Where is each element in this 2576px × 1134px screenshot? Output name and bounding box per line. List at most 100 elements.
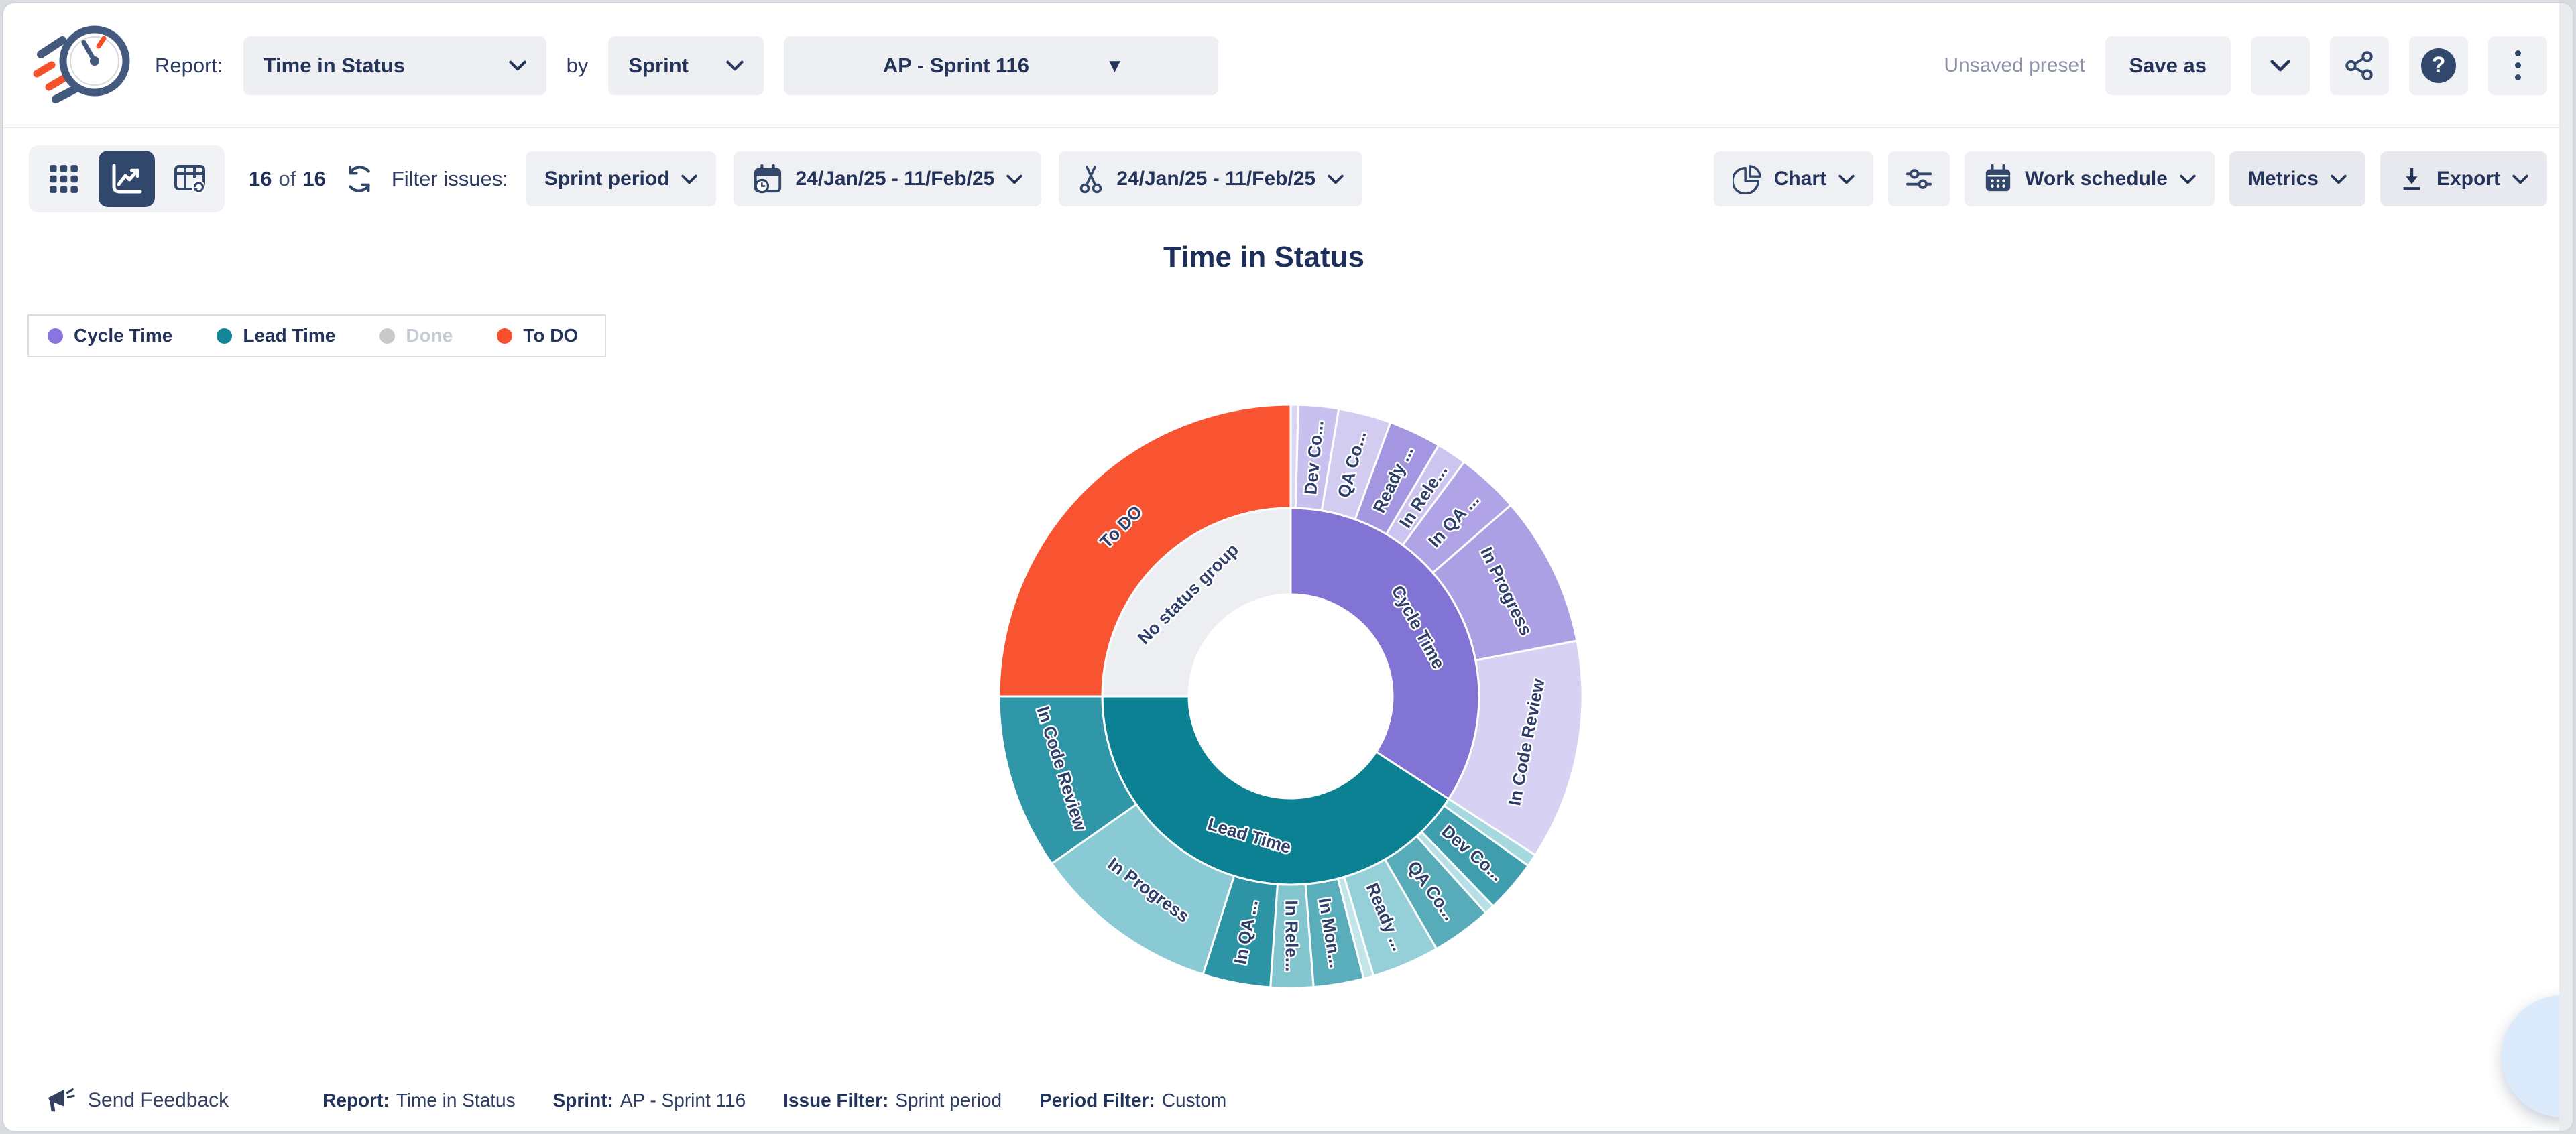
toolbar: 16 of 16 Filter issues: Sprint period [3, 128, 2573, 230]
save-as-button[interactable]: Save as [2105, 36, 2231, 95]
summary-value: AP - Sprint 116 [620, 1090, 746, 1111]
share-icon [2344, 50, 2375, 81]
legend-label: Cycle Time [74, 325, 173, 346]
more-menu-button[interactable] [2488, 36, 2547, 95]
chevron-down-icon [681, 174, 698, 184]
chevron-down-icon [2331, 174, 2347, 184]
help-icon: ? [2421, 48, 2456, 83]
scissors-icon [1077, 164, 1104, 194]
calendar-icon [1983, 164, 2013, 194]
legend-label: Done [406, 325, 453, 346]
chevron-down-icon [726, 60, 744, 71]
pie-chart-icon [1732, 164, 1762, 194]
summary-value: Sprint period [895, 1090, 1002, 1111]
group-by-value: Sprint [628, 53, 689, 77]
metrics-dropdown[interactable]: Metrics [2229, 151, 2365, 206]
refresh-button[interactable] [345, 164, 374, 194]
summary-value: Custom [1161, 1090, 1227, 1111]
report-area: Time in Status Cycle Time Lead Time Done To… [3, 230, 2573, 1131]
chart-view-button[interactable] [99, 151, 155, 207]
issue-count: 16 of 16 [249, 167, 326, 191]
chevron-down-icon [1328, 174, 1344, 184]
triangle-down-icon: ▾ [1110, 54, 1120, 76]
legend-item-lead-time[interactable]: Lead Time [217, 325, 335, 346]
summary-period-filter: Period Filter: Custom [1039, 1090, 1226, 1111]
share-button[interactable] [2330, 36, 2389, 95]
report-label: Report: [155, 53, 223, 77]
table-view-button[interactable] [162, 151, 218, 207]
grid-icon [48, 164, 79, 194]
chevron-down-icon [2180, 174, 2196, 184]
legend-item-done[interactable]: Done [379, 325, 453, 346]
chart-type-value: Chart [1773, 168, 1827, 190]
chart-title: Time in Status [1163, 241, 1364, 273]
summary-label: Report: [323, 1090, 390, 1111]
sliders-icon [1904, 164, 1934, 194]
view-switcher [29, 145, 225, 212]
report-summary: Report: Time in Status Sprint: AP - Spri… [323, 1090, 1226, 1111]
chevron-down-icon [2512, 174, 2528, 184]
summary-value: Time in Status [396, 1090, 516, 1111]
legend-dot [217, 328, 233, 344]
help-button[interactable]: ? [2409, 36, 2468, 95]
filter-issues-label: Filter issues: [391, 167, 508, 190]
issue-filter-value: Sprint period [544, 168, 670, 190]
issue-count-of: of [278, 167, 296, 190]
download-icon [2399, 166, 2424, 192]
issue-count-current: 16 [249, 167, 272, 190]
save-options-button[interactable] [2251, 36, 2310, 95]
trim-range-value: 24/Jan/25 - 11/Feb/25 [1116, 168, 1316, 190]
legend-label: To DO [523, 325, 579, 346]
sunburst-segment-to-do[interactable] [998, 403, 1292, 698]
line-chart-icon [109, 162, 144, 196]
chevron-down-icon [2270, 60, 2290, 72]
chevron-down-icon [509, 60, 526, 71]
calendar-clock-icon [752, 164, 783, 194]
chevron-down-icon [1006, 174, 1023, 184]
summary-label: Period Filter: [1039, 1090, 1155, 1111]
chevron-down-icon [1838, 174, 1855, 184]
sprint-dropdown[interactable]: AP - Sprint 116 ▾ [784, 36, 1219, 95]
work-schedule-value: Work schedule [2025, 168, 2168, 190]
legend-item-to-do[interactable]: To DO [497, 325, 578, 346]
kebab-menu-icon [2514, 50, 2521, 80]
date-range-dropdown[interactable]: 24/Jan/25 - 11/Feb/25 [734, 151, 1042, 206]
work-schedule-dropdown[interactable]: Work schedule [1965, 151, 2215, 206]
legend-label: Lead Time [243, 325, 336, 346]
date-range-value: 24/Jan/25 - 11/Feb/25 [795, 168, 995, 190]
header: Report: Time in Status by Sprint AP - Sp… [3, 3, 2573, 128]
summary-label: Sprint: [552, 1090, 613, 1111]
export-value: Export [2436, 168, 2500, 190]
issue-filter-dropdown[interactable]: Sprint period [525, 151, 717, 206]
group-by-dropdown[interactable]: Sprint [608, 36, 764, 95]
metrics-value: Metrics [2247, 168, 2319, 190]
sunburst-label: In Rele... [1281, 900, 1301, 972]
legend-dot [497, 328, 513, 344]
chart-type-dropdown[interactable]: Chart [1713, 151, 1874, 206]
export-dropdown[interactable]: Export [2380, 151, 2547, 206]
footer: Send Feedback Report: Time in Status Spr… [45, 1085, 1226, 1116]
chart-legend: Cycle Time Lead Time Done To DO [27, 314, 607, 357]
issue-count-total: 16 [302, 167, 326, 190]
megaphone-icon [45, 1085, 76, 1116]
trim-range-dropdown[interactable]: 24/Jan/25 - 11/Feb/25 [1059, 151, 1363, 206]
report-type-dropdown[interactable]: Time in Status [243, 36, 546, 95]
by-label: by [566, 53, 589, 77]
legend-dot [48, 328, 63, 344]
summary-report: Report: Time in Status [323, 1090, 515, 1111]
scrollbar[interactable] [2559, 3, 2573, 1131]
grid-view-button[interactable] [36, 151, 92, 207]
report-type-value: Time in Status [263, 53, 405, 77]
chart-settings-button[interactable] [1888, 151, 1950, 206]
summary-issue-filter: Issue Filter: Sprint period [783, 1090, 1002, 1111]
summary-sprint: Sprint: AP - Sprint 116 [553, 1090, 746, 1111]
legend-dot [379, 328, 396, 344]
app-logo-icon [29, 18, 135, 113]
send-feedback-label: Send Feedback [88, 1089, 229, 1111]
send-feedback-button[interactable]: Send Feedback [45, 1085, 229, 1116]
sprint-value: AP - Sprint 116 [882, 53, 1029, 77]
legend-item-cycle-time[interactable]: Cycle Time [48, 325, 172, 346]
table-sync-icon [174, 163, 206, 195]
